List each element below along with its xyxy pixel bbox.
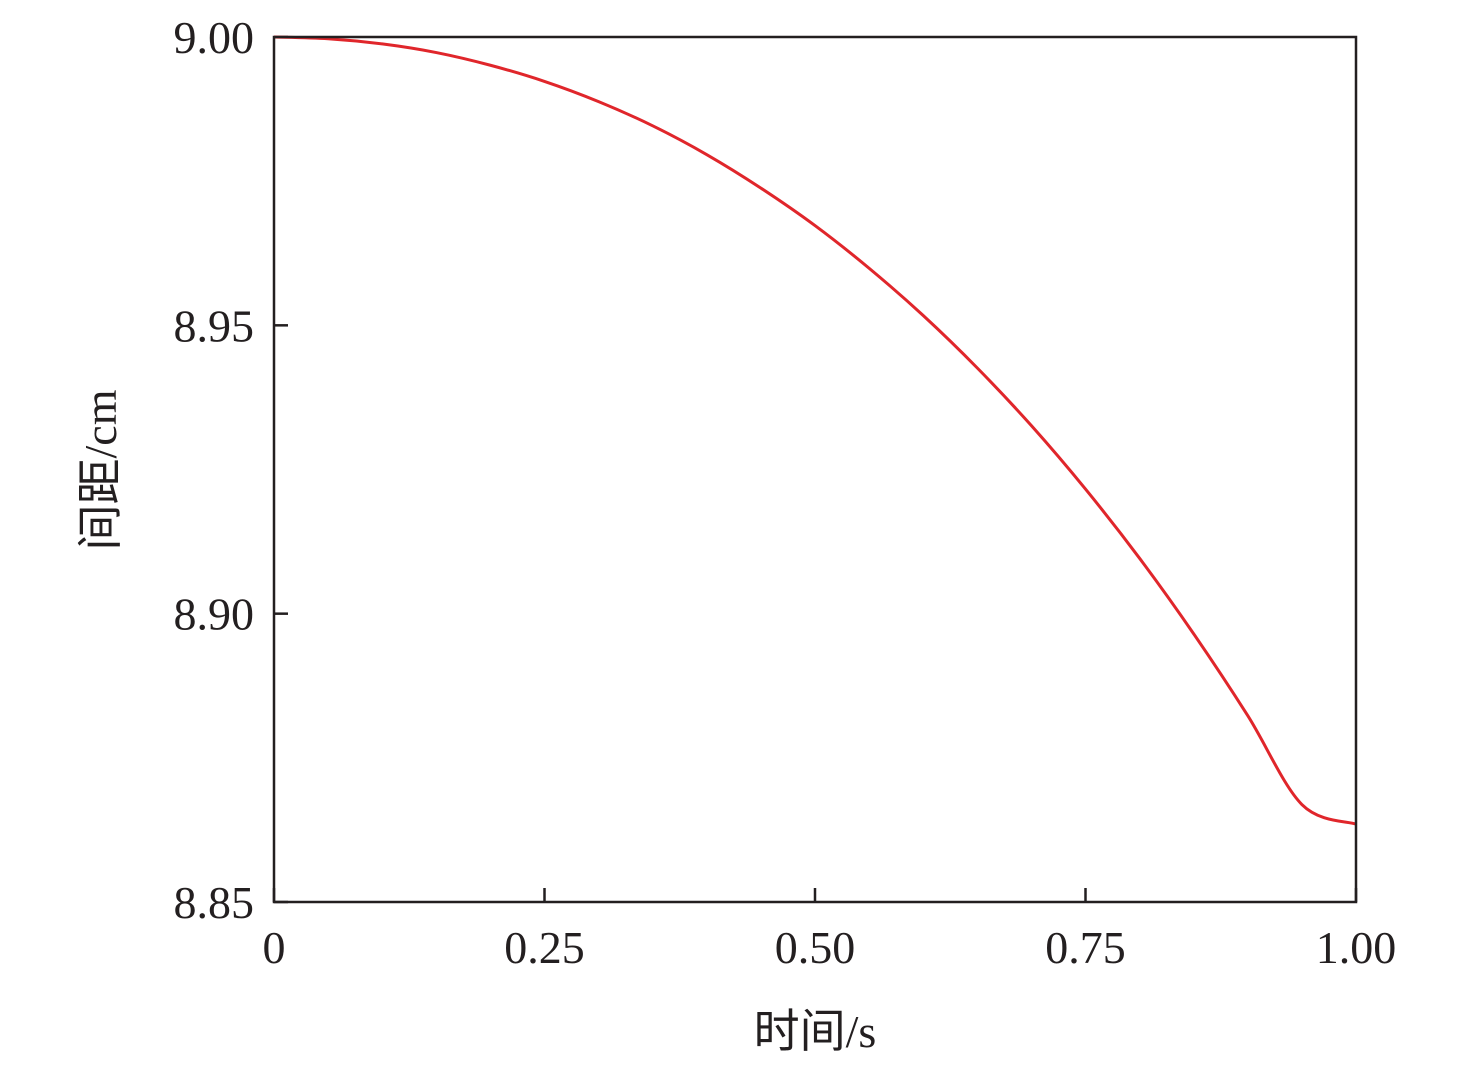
x-tick-label: 0.75 — [1045, 922, 1126, 973]
y-tick-label: 9.00 — [174, 12, 255, 63]
plot-frame — [272, 35, 1358, 904]
y-tick-label: 8.95 — [174, 300, 255, 351]
x-tick-label: 0.50 — [775, 922, 856, 973]
x-tick-label: 0.25 — [504, 922, 585, 973]
y-tick-label: 8.85 — [174, 877, 255, 928]
tick-labels: 0 0.25 0.50 0.75 1.00 8.85 8.90 8.95 9.00 — [174, 12, 1397, 973]
x-tick-label: 0 — [263, 922, 286, 973]
series-line — [273, 35, 1357, 826]
axis-ticks — [272, 35, 1358, 904]
y-tick-label: 8.90 — [174, 589, 255, 640]
y-axis-title: 间距/cm — [75, 389, 126, 550]
x-axis-title: 时间/s — [754, 1006, 877, 1057]
x-tick-label: 1.00 — [1316, 922, 1397, 973]
